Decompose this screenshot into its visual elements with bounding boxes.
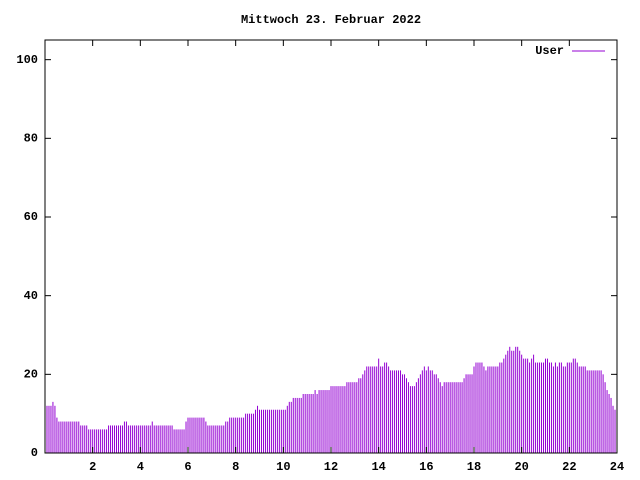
plot-frame [44,39,618,454]
y-tick-label: 20 [24,368,38,382]
x-tick-label: 6 [184,460,191,474]
y-tick-label: 40 [24,289,38,303]
x-tick-label: 10 [276,460,290,474]
y-tick-label: 60 [24,210,38,224]
x-tick-label: 12 [324,460,338,474]
x-tick-label: 14 [371,460,385,474]
chart-title: Mittwoch 23. Februar 2022 [241,13,421,27]
x-tick-label: 4 [137,460,144,474]
x-tick-label: 2 [89,460,96,474]
legend-label: User [535,44,564,58]
y-tick-label: 100 [16,53,38,67]
x-tick-label: 8 [232,460,239,474]
y-tick-label: 0 [31,446,38,460]
x-tick-label: 22 [562,460,576,474]
x-tick-label: 24 [610,460,624,474]
y-tick-label: 80 [24,132,38,146]
x-tick-label: 18 [467,460,481,474]
x-tick-label: 20 [514,460,528,474]
x-tick-label: 16 [419,460,433,474]
